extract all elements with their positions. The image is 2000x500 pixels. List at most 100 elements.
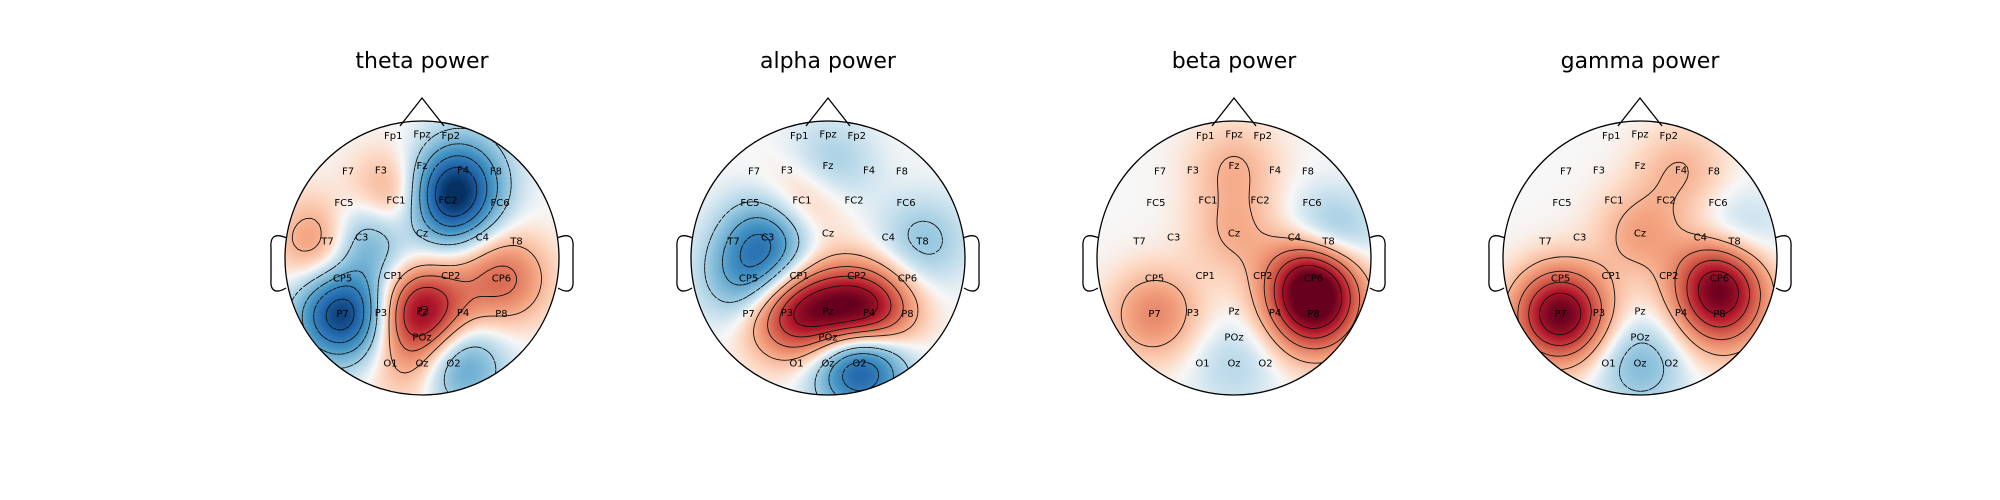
channel-label: FC6 bbox=[491, 198, 510, 209]
channel-label: C3 bbox=[355, 232, 368, 243]
nose-outline bbox=[399, 96, 445, 127]
contour-line bbox=[1263, 249, 1361, 350]
right-ear-outline bbox=[962, 235, 980, 292]
contour-line bbox=[753, 253, 919, 361]
channel-label: O1 bbox=[1601, 358, 1615, 369]
channel-label: P4 bbox=[1675, 308, 1687, 319]
power-heatmap bbox=[1503, 121, 1777, 395]
channel-label: Fp1 bbox=[790, 131, 808, 142]
channel-label: FC1 bbox=[1604, 195, 1623, 206]
channel-label: O1 bbox=[1195, 358, 1209, 369]
channel-label: CP6 bbox=[1710, 274, 1729, 285]
channel-label: F8 bbox=[896, 167, 908, 178]
channel-label: O2 bbox=[1664, 358, 1678, 369]
contour-line bbox=[1282, 264, 1343, 329]
channel-label: T8 bbox=[915, 237, 928, 248]
channel-label: Oz bbox=[415, 358, 428, 369]
channel-label: T8 bbox=[509, 237, 522, 248]
channel-label: Pz bbox=[1634, 306, 1645, 317]
contour-line bbox=[325, 166, 478, 331]
power-heatmap bbox=[691, 121, 965, 395]
channel-label: FC6 bbox=[1709, 198, 1728, 209]
channel-label: FC2 bbox=[1250, 195, 1269, 206]
channel-label: P4 bbox=[457, 308, 469, 319]
right-ear-outline bbox=[1368, 235, 1386, 292]
channel-label: Cz bbox=[416, 228, 428, 239]
channel-label: Pz bbox=[1228, 306, 1239, 317]
nose-outline bbox=[805, 96, 851, 127]
contour-line bbox=[1528, 259, 1750, 346]
channel-label: P3 bbox=[375, 308, 387, 319]
channel-label: CP1 bbox=[1602, 271, 1621, 282]
channel-label: Fpz bbox=[819, 130, 836, 141]
contour-line bbox=[704, 201, 943, 395]
channel-label: Fp1 bbox=[1602, 131, 1620, 142]
channel-label: FC1 bbox=[386, 195, 405, 206]
channel-label: C3 bbox=[1167, 232, 1180, 243]
channel-label: FC6 bbox=[1303, 198, 1322, 209]
channel-label: T7 bbox=[320, 237, 333, 248]
channel-label: Cz bbox=[1228, 228, 1240, 239]
channel-label: Oz bbox=[1633, 358, 1646, 369]
channel-label: FC5 bbox=[1146, 198, 1165, 209]
channel-label: P3 bbox=[1187, 308, 1199, 319]
channel-label: F8 bbox=[1302, 167, 1314, 178]
right-ear-outline bbox=[556, 235, 574, 292]
channel-label: P3 bbox=[1593, 308, 1605, 319]
contour-line bbox=[287, 127, 512, 395]
channel-label: F3 bbox=[781, 165, 793, 176]
channel-label: C4 bbox=[1694, 232, 1707, 243]
channel-label: Cz bbox=[1634, 228, 1646, 239]
contour-line bbox=[767, 266, 904, 348]
channel-label: FC2 bbox=[438, 195, 457, 206]
channel-label: FC5 bbox=[334, 198, 353, 209]
channel-label: Oz bbox=[821, 358, 834, 369]
channel-label: F7 bbox=[1154, 167, 1166, 178]
channel-label: F7 bbox=[1560, 167, 1572, 178]
channel-label: F3 bbox=[375, 165, 387, 176]
topomap-panel: Fp1 Fpz Fp2 F7 F3 Fz F4 F8 FC5 FC1 FC2 FC6 T7 C3 Cz C4 T… bbox=[270, 49, 574, 396]
topomap-panel: Fp1 Fpz Fp2 F7 F3 Fz F4 F8 FC5 FC1 FC2 FC6 T7 C3 Cz C4 T… bbox=[676, 49, 980, 396]
contour-line bbox=[301, 143, 498, 355]
channel-label: Fpz bbox=[1225, 130, 1242, 141]
channel-label: CP2 bbox=[1659, 271, 1678, 282]
channel-label: Fz bbox=[1228, 161, 1239, 172]
channel-label: CP6 bbox=[898, 274, 917, 285]
contour-line bbox=[779, 275, 892, 338]
channel-label: F4 bbox=[863, 165, 875, 176]
channel-label: Fz bbox=[1634, 161, 1645, 172]
panel-title: gamma power bbox=[1561, 49, 1721, 74]
head-outline bbox=[1096, 120, 1372, 396]
channel-label: O1 bbox=[383, 358, 397, 369]
right-ear-outline bbox=[1774, 235, 1792, 292]
panel-title: alpha power bbox=[760, 49, 897, 74]
left-ear-outline bbox=[1082, 235, 1100, 292]
panel-title: beta power bbox=[1172, 49, 1298, 74]
contour-line bbox=[721, 217, 894, 395]
channel-label: C3 bbox=[761, 232, 774, 243]
channel-label: F4 bbox=[1675, 165, 1687, 176]
panel-title: theta power bbox=[355, 49, 489, 74]
channel-label: Oz bbox=[1227, 358, 1240, 369]
topomap-panel: Fp1 Fpz Fp2 F7 F3 Fz F4 F8 FC5 FC1 FC2 FC6 T7 C3 Cz C4 T… bbox=[1082, 49, 1386, 396]
channel-label: CP6 bbox=[492, 274, 511, 285]
channel-label: O2 bbox=[1258, 358, 1272, 369]
contour-line bbox=[313, 155, 488, 344]
topomap-panel: Fp1 Fpz Fp2 F7 F3 Fz F4 F8 FC5 FC1 FC2 FC6 T7 C3 Cz C4 T… bbox=[1488, 49, 1792, 396]
channel-label: Pz bbox=[822, 306, 833, 317]
channel-label: O1 bbox=[789, 358, 803, 369]
channel-label: CP5 bbox=[333, 274, 352, 285]
nose-outline bbox=[1211, 96, 1257, 127]
head-outline bbox=[284, 120, 560, 396]
channel-label: CP2 bbox=[847, 271, 866, 282]
channel-label: P7 bbox=[1148, 309, 1160, 320]
head-outline bbox=[1502, 120, 1778, 396]
channel-label: O2 bbox=[852, 358, 866, 369]
channel-label: FC6 bbox=[897, 198, 916, 209]
channel-label: CP2 bbox=[441, 271, 460, 282]
channel-label: FC2 bbox=[1656, 195, 1675, 206]
contour-line bbox=[403, 286, 449, 337]
channel-label: FC1 bbox=[1198, 195, 1217, 206]
channel-label: F7 bbox=[748, 167, 760, 178]
